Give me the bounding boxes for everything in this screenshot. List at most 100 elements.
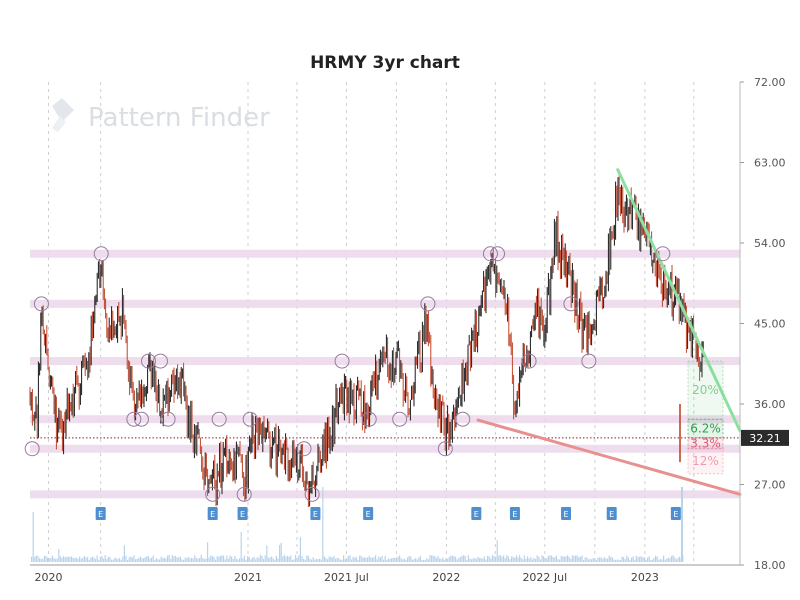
volume-bar	[218, 556, 220, 562]
volume-bar	[570, 558, 572, 562]
volume-bar	[544, 558, 546, 562]
pattern-point-circle	[242, 411, 258, 427]
volume-bar	[144, 557, 146, 562]
volume-bar	[213, 556, 215, 562]
volume-bar	[195, 557, 197, 562]
volume-bar	[373, 557, 375, 562]
volume-bar	[679, 556, 681, 562]
volume-bar	[319, 558, 321, 562]
volume-bar	[507, 556, 509, 562]
volume-bar	[602, 558, 604, 562]
pattern-point-circle	[521, 353, 537, 369]
volume-bar	[403, 558, 405, 562]
volume-bar	[269, 557, 271, 562]
volume-bar	[600, 557, 602, 562]
volume-bar	[159, 559, 161, 562]
volume-bar	[501, 556, 503, 562]
volume-bar	[415, 558, 417, 562]
volume-bar	[671, 555, 673, 562]
volume-bar	[43, 556, 45, 562]
volume-bar	[643, 557, 645, 562]
volume-bar	[528, 558, 530, 562]
volume-bar	[488, 556, 490, 562]
volume-bar	[472, 558, 474, 562]
volume-bar	[387, 558, 389, 562]
volume-bar	[283, 555, 285, 562]
volume-bar	[429, 555, 431, 562]
volume-bar	[527, 556, 529, 562]
volume-bar	[234, 555, 236, 562]
volume-bar	[443, 559, 445, 562]
pattern-point-circle	[24, 441, 40, 457]
volume-bar	[440, 559, 442, 562]
volume-bar	[637, 557, 639, 562]
pattern-point-circle	[126, 411, 142, 427]
volume-bar	[171, 555, 173, 562]
pattern-point-circle	[437, 441, 453, 457]
volume-bar	[541, 555, 543, 562]
volume-bar	[431, 555, 433, 562]
target-box	[687, 360, 724, 420]
volume-bar	[325, 557, 327, 562]
volume-bar	[146, 556, 148, 562]
volume-bar	[35, 555, 37, 562]
volume-bar	[335, 558, 337, 562]
volume-bar	[226, 555, 228, 562]
logo-shape	[52, 98, 74, 122]
volume-bar	[37, 555, 39, 562]
volume-bar	[219, 555, 221, 562]
volume-bar	[485, 559, 487, 562]
volume-bar	[344, 559, 346, 562]
earnings-marker-label: E	[564, 510, 569, 519]
support-resistance-levels	[30, 249, 740, 499]
pattern-point-circle	[93, 246, 109, 262]
x-tick-label: 2020	[34, 571, 62, 584]
chart-title: HRMY 3yr chart	[310, 53, 460, 73]
volume-bar	[503, 555, 505, 562]
pattern-point-circle	[152, 353, 168, 369]
volume-bar	[447, 558, 449, 562]
volume-bar	[341, 559, 343, 562]
volume-bar	[634, 559, 636, 562]
volume-bar	[307, 555, 309, 562]
volume-bar	[109, 557, 111, 562]
pattern-point-circle	[361, 411, 377, 427]
volume-bar	[483, 556, 485, 562]
volume-bar	[317, 559, 319, 562]
pattern-point-circle	[563, 296, 579, 312]
volume-bar	[93, 557, 95, 562]
trendline-support	[476, 418, 742, 496]
volume-bar	[79, 556, 81, 562]
volume-bar	[571, 555, 573, 562]
volume-bar	[471, 559, 473, 562]
volume-bar	[295, 555, 297, 562]
volume-bar	[504, 558, 506, 562]
target-box	[687, 437, 724, 450]
volume-bar	[202, 557, 204, 562]
volume-bar	[458, 557, 460, 562]
volume-bar	[376, 559, 378, 562]
pattern-point-circle	[236, 486, 252, 502]
volume-bar	[55, 559, 57, 562]
volume-bar	[583, 559, 585, 562]
pattern-points	[24, 246, 671, 502]
volume-bar	[442, 557, 444, 562]
volume-bar	[535, 558, 537, 562]
volume-bar	[290, 555, 292, 562]
volume-bar	[651, 559, 653, 562]
volume-bar	[312, 557, 314, 562]
volume-bar	[253, 556, 255, 562]
volume-bar	[515, 555, 517, 562]
volume-bar	[562, 556, 564, 562]
volume-bar	[587, 559, 589, 562]
volume-bar	[96, 555, 98, 562]
level-band	[30, 299, 740, 308]
volume-bar	[330, 556, 332, 562]
volume-bar	[354, 557, 356, 562]
volume-bar	[191, 557, 193, 562]
volume-bar	[370, 557, 372, 562]
target-box	[687, 418, 724, 439]
volume-bar	[197, 558, 199, 562]
volume-bar	[419, 556, 421, 562]
volume-bar	[72, 558, 74, 562]
